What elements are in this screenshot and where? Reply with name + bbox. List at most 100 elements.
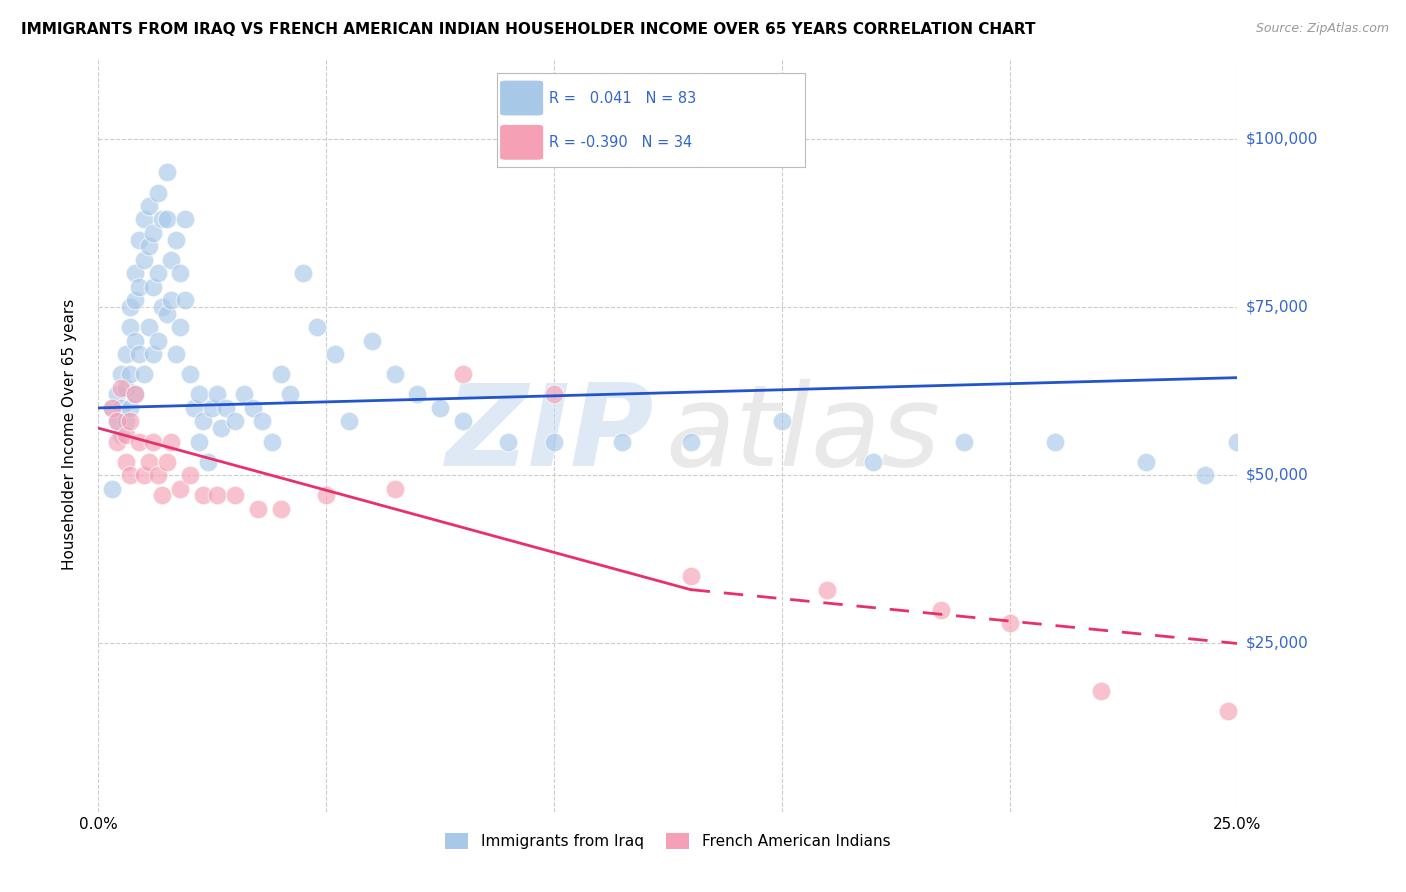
Point bbox=[246, 501, 269, 516]
Point bbox=[337, 414, 360, 428]
Point bbox=[233, 387, 256, 401]
Point bbox=[120, 468, 142, 483]
Point bbox=[165, 233, 187, 247]
Point bbox=[174, 293, 197, 308]
Point bbox=[406, 387, 429, 401]
Point bbox=[193, 488, 215, 502]
Point bbox=[120, 401, 142, 415]
Point bbox=[1226, 434, 1249, 449]
Text: Source: ZipAtlas.com: Source: ZipAtlas.com bbox=[1256, 22, 1389, 36]
Point bbox=[183, 401, 205, 415]
Point bbox=[1090, 683, 1112, 698]
Point bbox=[169, 266, 191, 280]
Point bbox=[215, 401, 238, 415]
Text: $25,000: $25,000 bbox=[1246, 636, 1309, 651]
Point bbox=[146, 186, 169, 200]
Y-axis label: Householder Income Over 65 years: Householder Income Over 65 years bbox=[62, 299, 77, 571]
Point bbox=[187, 387, 209, 401]
Point bbox=[451, 414, 474, 428]
Point bbox=[114, 347, 136, 361]
Text: $75,000: $75,000 bbox=[1246, 300, 1309, 315]
Text: $50,000: $50,000 bbox=[1246, 467, 1309, 483]
Point bbox=[128, 233, 150, 247]
Point bbox=[1043, 434, 1066, 449]
Point bbox=[132, 252, 155, 267]
Point bbox=[114, 381, 136, 395]
Point bbox=[128, 434, 150, 449]
Point bbox=[128, 280, 150, 294]
Point bbox=[612, 434, 634, 449]
Point bbox=[165, 347, 187, 361]
Point bbox=[110, 401, 132, 415]
Point bbox=[150, 212, 173, 227]
Point bbox=[120, 300, 142, 314]
Point bbox=[205, 387, 228, 401]
Point bbox=[292, 266, 315, 280]
Point bbox=[146, 266, 169, 280]
Point bbox=[1218, 704, 1240, 718]
Point bbox=[429, 401, 451, 415]
Point bbox=[209, 421, 232, 435]
Point bbox=[124, 266, 146, 280]
Point bbox=[953, 434, 976, 449]
Point bbox=[146, 468, 169, 483]
Point bbox=[138, 239, 160, 253]
Point bbox=[174, 212, 197, 227]
Point bbox=[307, 320, 329, 334]
Point bbox=[179, 468, 201, 483]
Point bbox=[120, 414, 142, 428]
Point bbox=[128, 347, 150, 361]
Point bbox=[114, 455, 136, 469]
Point bbox=[315, 488, 337, 502]
Point bbox=[862, 455, 884, 469]
Point bbox=[138, 199, 160, 213]
Point bbox=[451, 368, 474, 382]
Point bbox=[120, 368, 142, 382]
Point bbox=[150, 488, 173, 502]
Point bbox=[150, 300, 173, 314]
Point bbox=[160, 293, 183, 308]
Point bbox=[384, 368, 406, 382]
Point bbox=[323, 347, 346, 361]
Point bbox=[105, 434, 128, 449]
Point bbox=[384, 482, 406, 496]
Point bbox=[260, 434, 283, 449]
Point bbox=[197, 455, 219, 469]
Point bbox=[1194, 468, 1216, 483]
Point bbox=[187, 434, 209, 449]
Point bbox=[132, 468, 155, 483]
Point bbox=[770, 414, 793, 428]
Point bbox=[498, 434, 520, 449]
Point bbox=[169, 320, 191, 334]
Point bbox=[360, 334, 382, 348]
Point bbox=[120, 320, 142, 334]
Point bbox=[201, 401, 224, 415]
Point bbox=[132, 212, 155, 227]
Point bbox=[110, 368, 132, 382]
Point bbox=[105, 414, 128, 428]
Point bbox=[679, 434, 702, 449]
Point bbox=[110, 427, 132, 442]
Point bbox=[242, 401, 264, 415]
Point bbox=[101, 482, 124, 496]
Point bbox=[105, 387, 128, 401]
Point bbox=[179, 368, 201, 382]
Point bbox=[543, 387, 565, 401]
Point bbox=[101, 401, 124, 415]
Point bbox=[815, 582, 838, 597]
Point bbox=[124, 334, 146, 348]
Point bbox=[193, 414, 215, 428]
Point bbox=[224, 414, 246, 428]
Point bbox=[169, 482, 191, 496]
Legend: Immigrants from Iraq, French American Indians: Immigrants from Iraq, French American In… bbox=[437, 826, 898, 857]
Point bbox=[679, 569, 702, 583]
Point bbox=[156, 212, 179, 227]
Point bbox=[124, 293, 146, 308]
Point bbox=[543, 434, 565, 449]
Point bbox=[252, 414, 274, 428]
Point bbox=[138, 455, 160, 469]
Point bbox=[124, 387, 146, 401]
Point bbox=[142, 434, 165, 449]
Point bbox=[156, 307, 179, 321]
Point bbox=[929, 603, 952, 617]
